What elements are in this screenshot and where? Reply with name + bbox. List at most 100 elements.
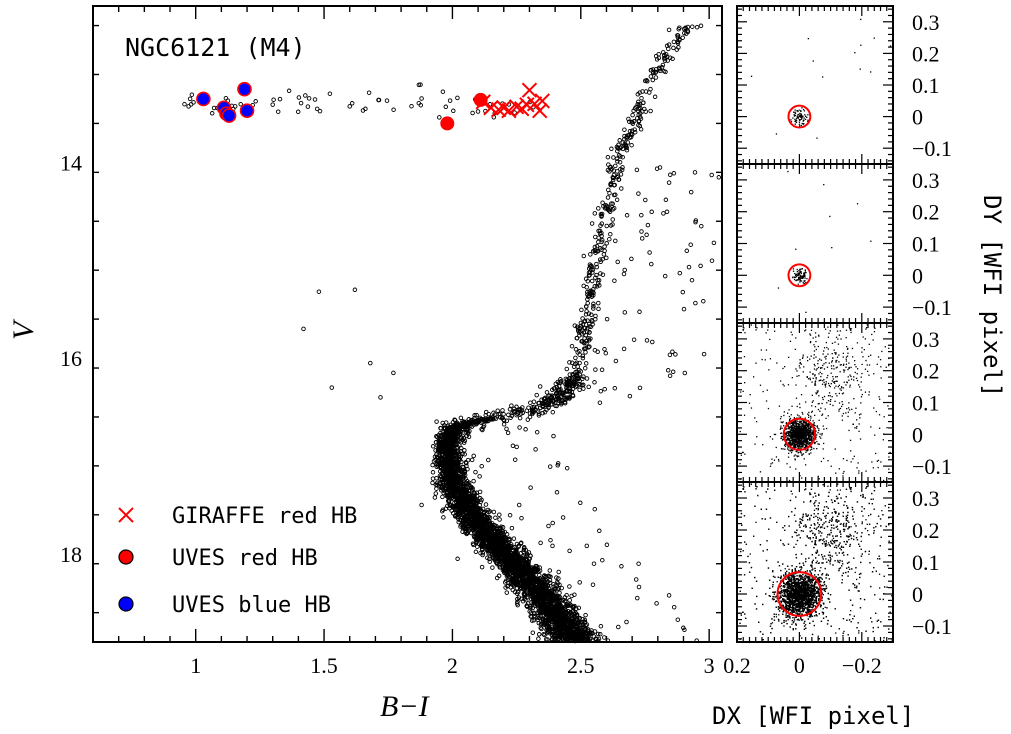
cmd-star-point bbox=[584, 341, 589, 346]
cmd-star-point bbox=[366, 90, 372, 95]
cmd-series bbox=[196, 81, 550, 131]
cmd-star-point bbox=[571, 364, 577, 370]
position-point bbox=[804, 277, 806, 279]
cmd-star-point bbox=[671, 39, 677, 45]
cmd-star-point bbox=[508, 415, 513, 421]
cmd-star-point bbox=[567, 360, 572, 365]
cmd-star-point bbox=[509, 403, 514, 408]
cmd-star-point bbox=[580, 316, 585, 321]
position-point bbox=[798, 121, 801, 123]
cmd-star-point bbox=[470, 110, 475, 116]
cmd-star-point bbox=[620, 140, 625, 145]
position-point bbox=[807, 378, 810, 380]
cmd-star-point bbox=[644, 232, 649, 238]
cmd-star-point bbox=[685, 24, 691, 30]
position-point bbox=[860, 44, 862, 46]
cmd-star-point bbox=[607, 236, 612, 242]
cmd-star-point bbox=[434, 419, 439, 424]
cmd-star-point bbox=[611, 172, 617, 178]
cmd-star-point bbox=[419, 96, 424, 101]
cmd-star-point bbox=[693, 300, 698, 306]
cmd-star-point bbox=[622, 310, 628, 315]
position-point bbox=[799, 112, 801, 115]
cmd-star-point bbox=[586, 384, 591, 390]
cmd-star-point bbox=[645, 222, 651, 228]
cmd-star-point bbox=[471, 478, 476, 484]
position-point bbox=[804, 114, 806, 116]
cmd-star-point bbox=[559, 399, 564, 404]
cmd-star-point bbox=[638, 127, 644, 132]
cmd-star-point bbox=[569, 360, 575, 366]
cmd-star-point bbox=[528, 485, 533, 490]
cmd-star-point bbox=[391, 370, 396, 376]
cmd-star-point bbox=[619, 144, 624, 150]
position-point bbox=[803, 280, 805, 282]
position-point bbox=[812, 60, 814, 62]
position-point bbox=[799, 274, 802, 276]
position-panel-frame bbox=[736, 163, 894, 324]
cmd-star-point bbox=[620, 154, 625, 160]
position-point bbox=[799, 125, 801, 127]
position-point bbox=[804, 118, 807, 120]
cmd-star-point bbox=[602, 244, 607, 249]
cmd-star-point bbox=[624, 213, 630, 218]
cmd-star-point bbox=[670, 56, 675, 62]
position-point bbox=[802, 116, 804, 118]
cmd-star-point bbox=[581, 374, 586, 379]
cmd-star-point bbox=[543, 402, 548, 407]
cmd-star-point bbox=[666, 27, 672, 33]
cmd-star-point bbox=[562, 396, 567, 401]
cmd-star-point bbox=[594, 264, 600, 270]
cmd-star-point bbox=[597, 228, 603, 234]
position-point bbox=[800, 277, 802, 279]
cmd-star-point bbox=[587, 262, 593, 267]
cmd-star-point bbox=[536, 413, 542, 418]
position-point bbox=[800, 115, 803, 117]
cmd-star-point bbox=[587, 344, 592, 349]
cmd-star-point bbox=[599, 233, 604, 239]
position-point bbox=[793, 111, 795, 113]
cmd-star-point bbox=[483, 502, 489, 507]
cmd-star-point bbox=[622, 127, 627, 132]
position-point bbox=[807, 38, 809, 40]
cmd-star-point bbox=[610, 175, 616, 180]
cmd-star-point bbox=[664, 54, 670, 60]
cmd-star-point bbox=[648, 74, 654, 79]
cmd-star-point bbox=[614, 156, 620, 162]
cmd-star-point bbox=[692, 170, 698, 175]
cmd-star-point bbox=[640, 100, 646, 106]
cmd-star-point bbox=[599, 367, 605, 373]
cmd-star-point bbox=[596, 239, 601, 245]
position-point bbox=[803, 110, 806, 112]
cmd-star-point bbox=[605, 154, 611, 160]
cmd-star-point bbox=[588, 336, 593, 341]
cmd-star-point bbox=[574, 335, 580, 341]
cmd-star-point bbox=[536, 411, 542, 416]
cmd-star-point bbox=[619, 564, 624, 569]
cmd-x-tick-label: 1 bbox=[190, 653, 201, 678]
position-point bbox=[795, 274, 797, 276]
cmd-star-point bbox=[643, 109, 649, 114]
cmd-star-point bbox=[677, 270, 683, 276]
cmd-star-point bbox=[548, 537, 553, 543]
cmd-star-point bbox=[622, 136, 627, 142]
cmd-star-point bbox=[567, 372, 573, 377]
cmd-star-point bbox=[613, 238, 618, 244]
cmd-star-point bbox=[579, 307, 584, 313]
cmd-star-point bbox=[601, 252, 607, 257]
cmd-star-point bbox=[583, 350, 588, 355]
position-y-tick-label: 0.1 bbox=[912, 232, 940, 257]
position-point bbox=[804, 273, 806, 275]
cmd-star-point bbox=[686, 264, 692, 270]
cmd-star-point bbox=[504, 590, 510, 595]
position-point bbox=[850, 378, 853, 380]
cmd-star-point bbox=[595, 281, 601, 286]
cmd-star-point bbox=[506, 412, 511, 418]
cmd-star-point bbox=[647, 90, 652, 95]
cmd-star-point bbox=[298, 100, 304, 106]
cmd-star-point bbox=[592, 211, 598, 216]
cmd-star-point bbox=[659, 65, 665, 70]
position-point bbox=[797, 283, 799, 285]
cmd-star-point bbox=[573, 384, 579, 390]
cmd-star-point bbox=[587, 330, 592, 335]
